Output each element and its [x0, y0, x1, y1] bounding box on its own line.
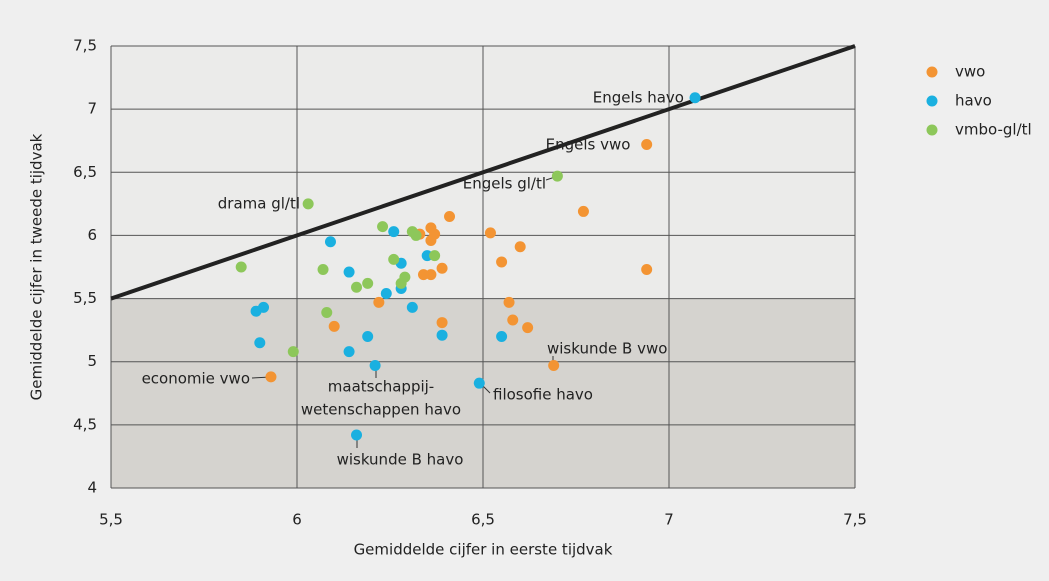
legend-marker	[926, 124, 938, 136]
y-tick-label: 7,5	[73, 37, 97, 55]
annotations: economie vwo maatschappij- wetenschappen…	[142, 89, 701, 469]
annotation: wetenschappen havo	[301, 401, 461, 419]
point	[399, 271, 411, 283]
point	[641, 139, 653, 151]
point	[351, 429, 363, 441]
point	[388, 226, 400, 238]
x-tick-label: 6,5	[471, 511, 495, 529]
point	[548, 360, 560, 372]
y-tick-label: 4,5	[73, 415, 97, 433]
point	[351, 281, 363, 293]
point	[373, 296, 385, 308]
point	[577, 205, 589, 217]
point	[343, 346, 355, 358]
point	[265, 371, 277, 383]
point	[514, 241, 526, 253]
y-tick-label: 7	[87, 100, 97, 118]
point	[235, 261, 247, 273]
legend-marker	[926, 95, 938, 107]
point	[473, 377, 485, 389]
x-tick-label: 7	[664, 511, 674, 529]
y-tick-label: 5	[87, 352, 97, 370]
point	[258, 301, 270, 313]
point	[328, 320, 340, 332]
annotation: maatschappij-	[328, 378, 434, 396]
point	[436, 329, 448, 341]
point	[436, 262, 448, 274]
point	[551, 170, 563, 182]
point	[324, 236, 336, 248]
x-axis-title: Gemiddelde cijfer in eerste tijdvak	[354, 541, 613, 559]
annotation: Engels gl/tl	[463, 175, 546, 193]
annotation: economie vwo	[142, 370, 250, 388]
y-tick-label: 6	[87, 226, 97, 244]
point	[254, 337, 266, 349]
point	[522, 322, 534, 334]
point	[503, 296, 515, 308]
point	[417, 269, 429, 281]
point	[436, 317, 448, 329]
point	[507, 314, 519, 326]
annotation: wiskunde B havo	[337, 451, 464, 469]
point	[362, 330, 374, 342]
y-tick-label: 5,5	[73, 289, 97, 307]
annotation: filosofie havo	[493, 386, 593, 404]
point	[377, 221, 389, 233]
annotation: drama gl/tl	[218, 195, 300, 213]
x-tick-label: 5,5	[99, 511, 123, 529]
plot-area: 5,5 6 6,5 7 7,5 4 4,5 5 5,5 6 6,5 7 7,5	[73, 37, 867, 529]
point	[343, 266, 355, 278]
annotation: Engels vwo	[546, 136, 631, 154]
y-tick-label: 6,5	[73, 163, 97, 181]
reference-line	[110, 44, 856, 301]
annotation: wiskunde B vwo	[547, 340, 667, 358]
legend-label: vmbo-gl/tl	[955, 121, 1032, 139]
y-tick-label: 4	[87, 479, 97, 497]
point	[287, 346, 299, 358]
point	[641, 264, 653, 276]
x-tick-label: 6	[292, 511, 302, 529]
legend-label: vwo	[955, 63, 985, 81]
legend-label: havo	[955, 92, 992, 110]
legend-marker	[926, 66, 938, 78]
point	[406, 301, 418, 313]
point	[689, 92, 701, 104]
point	[484, 227, 496, 239]
point	[388, 253, 400, 265]
point	[429, 228, 441, 240]
point	[369, 360, 381, 372]
point	[321, 306, 333, 318]
point	[317, 264, 329, 276]
point	[429, 250, 441, 262]
point	[496, 330, 508, 342]
point	[302, 198, 314, 210]
x-tick-label: 7,5	[843, 511, 867, 529]
point	[496, 256, 508, 268]
point	[444, 210, 456, 222]
y-axis-title: Gemiddelde cijfer in tweede tijdvak	[28, 133, 46, 400]
point	[362, 277, 374, 289]
point	[410, 229, 422, 241]
annotation: Engels havo	[593, 89, 684, 107]
point	[380, 288, 392, 300]
